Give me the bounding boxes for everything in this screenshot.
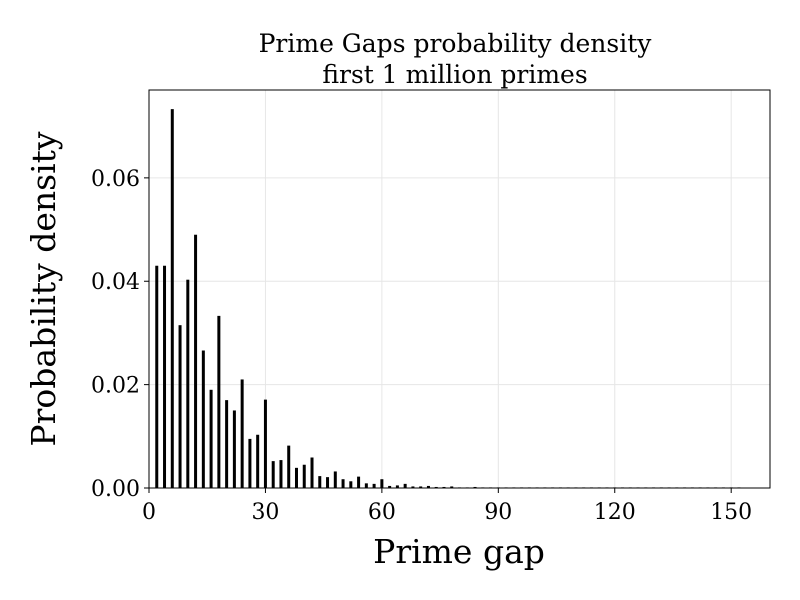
bar: [194, 234, 198, 488]
y-tick-label: 0.00: [91, 477, 140, 502]
y-tick-label: 0.06: [91, 167, 140, 192]
bar: [186, 279, 190, 488]
bar: [271, 461, 275, 488]
x-axis-label: Prime gap: [373, 532, 545, 571]
plot-frame: [148, 89, 771, 489]
bar: [442, 486, 446, 488]
bar: [201, 350, 205, 488]
bar: [310, 457, 314, 488]
chart-subtitle: first 1 million primes: [322, 60, 587, 89]
bar: [349, 481, 353, 488]
bar: [326, 477, 330, 488]
bar: [209, 389, 213, 488]
bar: [287, 445, 291, 488]
bar: [155, 265, 159, 488]
bar: [217, 315, 221, 488]
bar: [434, 486, 438, 488]
bar: [225, 400, 229, 488]
bar: [178, 325, 182, 488]
bar: [279, 460, 283, 488]
bar: [333, 471, 337, 488]
bar: [248, 438, 252, 488]
chart-title: Prime Gaps probability density: [259, 29, 653, 58]
y-axis-label: Probability density: [24, 131, 63, 446]
bar: [163, 265, 167, 488]
bar: [318, 476, 322, 488]
x-tick-label: 60: [368, 500, 396, 525]
x-axis-ticks: 0 30 60 90 120 150: [142, 488, 752, 525]
bar: [372, 483, 376, 488]
bar: [170, 109, 174, 489]
bar: [426, 485, 430, 488]
bar: [364, 483, 368, 488]
bar: [294, 467, 298, 488]
bar: [419, 486, 423, 488]
bar: [380, 479, 384, 488]
bar: [473, 486, 477, 488]
bar: [341, 479, 345, 488]
x-tick-label: 120: [594, 500, 636, 525]
bar: [240, 379, 244, 488]
bar: [450, 486, 454, 488]
bar: [395, 485, 399, 488]
x-tick-label: 30: [251, 500, 279, 525]
bar-series: [155, 109, 741, 489]
bar: [388, 485, 392, 488]
bar: [357, 476, 361, 488]
bar: [256, 434, 260, 488]
y-axis-ticks: 0.00 0.02 0.04 0.06: [91, 167, 149, 502]
bar: [263, 399, 267, 488]
y-tick-label: 0.04: [91, 270, 140, 295]
x-tick-label: 150: [710, 500, 752, 525]
x-tick-label: 90: [484, 500, 512, 525]
y-tick-label: 0.02: [91, 374, 140, 399]
x-tick-label: 0: [142, 500, 156, 525]
bar: [403, 483, 407, 488]
bar: [411, 486, 415, 488]
bar: [232, 410, 236, 488]
bar: [302, 464, 306, 488]
